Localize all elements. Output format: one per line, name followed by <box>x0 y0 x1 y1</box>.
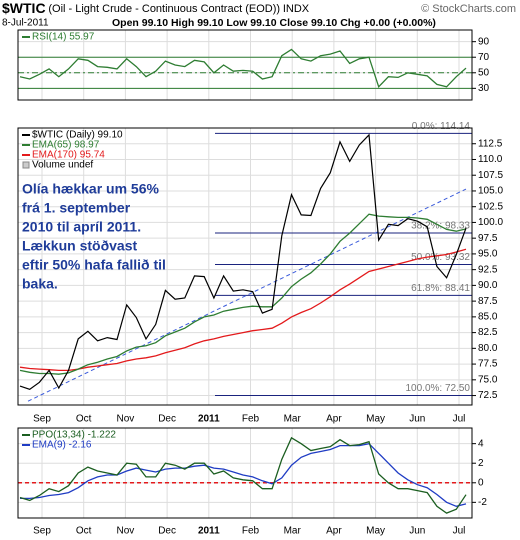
x-tick-label: Jul <box>453 526 466 537</box>
y-tick-label: 82.5 <box>478 327 498 338</box>
legend-label: PPO(13,34) -1.222 <box>32 430 116 441</box>
legend-label: RSI(14) 55.97 <box>32 32 95 43</box>
header: $WTIC (Oil - Light Crude - Continuous Co… <box>2 0 310 16</box>
fib-label: 100.0%: 72.50 <box>406 383 471 394</box>
panel-border <box>17 127 473 406</box>
y-tick-label: -2 <box>478 497 487 508</box>
symbol: $WTIC <box>2 0 46 16</box>
x-tick-label: Jul <box>453 414 466 425</box>
x-tick-label: 2011 <box>198 526 220 537</box>
y-tick-label: 100.0 <box>478 217 503 228</box>
x-tick-label: Feb <box>242 526 260 537</box>
y-tick-label: 107.5 <box>478 170 503 181</box>
x-tick-label: Sep <box>33 526 51 537</box>
y-tick-label: 4 <box>478 438 484 449</box>
y-tick-label: 72.5 <box>478 390 498 401</box>
annotation: baka. <box>22 276 58 292</box>
y-tick-label: 110.0 <box>478 154 503 165</box>
legend-label: EMA(170) 95.74 <box>32 150 105 161</box>
y-tick-label: 92.5 <box>478 264 498 275</box>
y-tick-label: 70 <box>478 52 490 63</box>
legend-label: EMA(65) 98.97 <box>32 140 100 151</box>
x-tick-label: Dec <box>158 526 176 537</box>
series-line <box>19 248 467 372</box>
title: (Oil - Light Crude - Continuous Contract… <box>48 3 280 15</box>
y-tick-label: 85.0 <box>478 312 498 323</box>
x-tick-label: 2011 <box>198 414 220 425</box>
legend-swatch <box>22 161 30 169</box>
legend-label: $WTIC (Daily) 99.10 <box>32 130 123 141</box>
date: 8-Jul-2011 <box>2 18 49 29</box>
annotation: eftir 50% hafa fallið til <box>22 257 166 273</box>
y-tick-label: 87.5 <box>478 296 498 307</box>
x-tick-label: May <box>366 526 385 537</box>
y-tick-label: 102.5 <box>478 201 503 212</box>
fib-label: 61.8%: 88.41 <box>411 283 470 294</box>
y-tick-label: 2 <box>478 458 484 469</box>
fib-label: 0.0%: 114.14 <box>412 121 471 132</box>
x-tick-label: Nov <box>117 414 135 425</box>
x-tick-label: Oct <box>76 414 92 425</box>
quote: Open 99.10 High 99.10 Low 99.10 Close 99… <box>112 17 436 29</box>
y-tick-label: 112.5 <box>478 138 503 149</box>
x-tick-label: Jun <box>409 526 425 537</box>
series-line <box>19 133 467 390</box>
x-tick-label: Mar <box>284 414 302 425</box>
annotation: Olía hækkar um 56% <box>22 181 160 197</box>
credit: © StockCharts.com <box>421 3 516 15</box>
legend-label: Volume undef <box>32 160 93 171</box>
annotation: Lækkun stöðvast <box>22 238 137 254</box>
series-line <box>19 213 467 375</box>
series-line <box>19 436 467 514</box>
y-tick-label: 80.0 <box>478 343 498 354</box>
y-tick-label: 75.0 <box>478 374 498 385</box>
annotation: 2010 til apríl 2011. <box>22 219 141 235</box>
x-tick-label: Mar <box>284 526 302 537</box>
x-tick-label: Jun <box>409 414 425 425</box>
annotation: frá 1. september <box>22 200 131 216</box>
series-line <box>20 442 467 507</box>
y-tick-label: 0 <box>478 477 484 488</box>
y-tick-label: 77.5 <box>478 359 498 370</box>
y-tick-label: 105.0 <box>478 186 503 197</box>
series-line <box>19 48 467 89</box>
panel <box>18 428 472 518</box>
panel-border <box>17 29 473 101</box>
y-tick-label: 97.5 <box>478 233 498 244</box>
panel <box>18 128 472 405</box>
x-tick-label: Apr <box>326 414 342 425</box>
fib-label: 50.0%: 93.32 <box>411 252 470 263</box>
x-tick-label: Nov <box>117 526 135 537</box>
x-tick-label: Feb <box>242 414 260 425</box>
panel-border <box>17 427 473 519</box>
y-tick-label: 30 <box>478 83 490 94</box>
x-tick-label: Sep <box>33 414 51 425</box>
x-tick-label: Dec <box>158 414 176 425</box>
y-tick-label: 50 <box>478 67 490 78</box>
exchange: INDX <box>283 3 310 15</box>
legend-label: EMA(9) -2.16 <box>32 440 92 451</box>
y-tick-label: 90.0 <box>478 280 498 291</box>
x-tick-label: May <box>366 414 385 425</box>
y-tick-label: 95.0 <box>478 249 498 260</box>
x-tick-label: Apr <box>326 526 342 537</box>
x-tick-label: Oct <box>76 526 92 537</box>
y-tick-label: 90 <box>478 36 490 47</box>
